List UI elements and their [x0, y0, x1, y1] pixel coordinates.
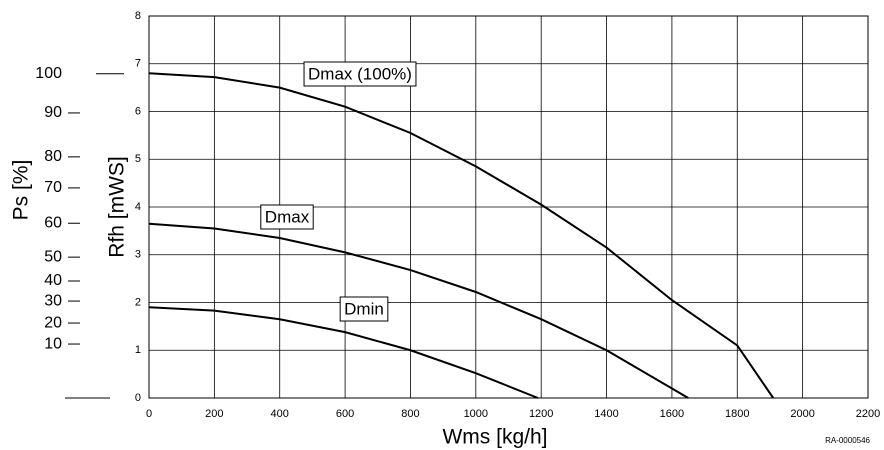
x-tick-label: 1000 [464, 408, 488, 420]
ps-tick-label: 30 [44, 292, 62, 309]
curve [148, 306, 539, 399]
y-tick-label: 6 [135, 105, 141, 117]
ps-tick-label: 10 [44, 335, 62, 352]
x-tick-label: 2200 [856, 408, 880, 420]
ps-tick-label: 50 [44, 248, 62, 265]
curve-label: Dmin [344, 299, 384, 318]
curve [148, 222, 689, 399]
y-axis-label: Rfh [mWS] [106, 156, 129, 258]
x-tick-label: 800 [401, 408, 419, 420]
y-tick-label: 2 [135, 296, 141, 308]
x-tick-label: 200 [205, 408, 223, 420]
curve-label: Dmax [265, 207, 310, 226]
y-tick-label: 4 [135, 201, 141, 213]
ps-tick-label: 40 [44, 272, 62, 289]
x-tick-label: 2000 [790, 408, 814, 420]
plot-border [148, 15, 869, 399]
curve-label-box [260, 204, 314, 230]
x-tick-label: 1800 [725, 408, 749, 420]
ps-tick-label: 60 [44, 214, 62, 231]
y-tick-label: 5 [135, 153, 141, 165]
ps-tick-label: 20 [44, 314, 62, 331]
y-tick-label: 1 [135, 344, 141, 356]
x-tick-label: 600 [336, 408, 354, 420]
ps-tick-label: 80 [44, 148, 62, 165]
ps-tick-label: 90 [44, 104, 62, 121]
ps-axis-label: Ps [%] [10, 160, 33, 221]
x-tick-label: 0 [146, 408, 152, 420]
curve-label: Dmax (100%) [308, 64, 412, 83]
x-tick-label: 1200 [529, 408, 553, 420]
curve-label-box [339, 296, 389, 322]
y-tick-label: 3 [135, 249, 141, 261]
ps-tick-label: 70 [44, 179, 62, 196]
x-axis-label: Wms [kg/h] [442, 426, 547, 449]
y-tick-label: 0 [135, 392, 141, 404]
curve [148, 72, 775, 399]
x-tick-label: 1600 [660, 408, 684, 420]
x-tick-label: 1400 [594, 408, 618, 420]
x-tick-label: 400 [271, 408, 289, 420]
figure-code: RA-0000546 [825, 436, 870, 445]
y-tick-label: 7 [135, 58, 141, 70]
y-tick-label: 8 [135, 10, 141, 22]
ps-tick-label: 100 [35, 65, 62, 82]
curve-label-box [303, 61, 417, 87]
